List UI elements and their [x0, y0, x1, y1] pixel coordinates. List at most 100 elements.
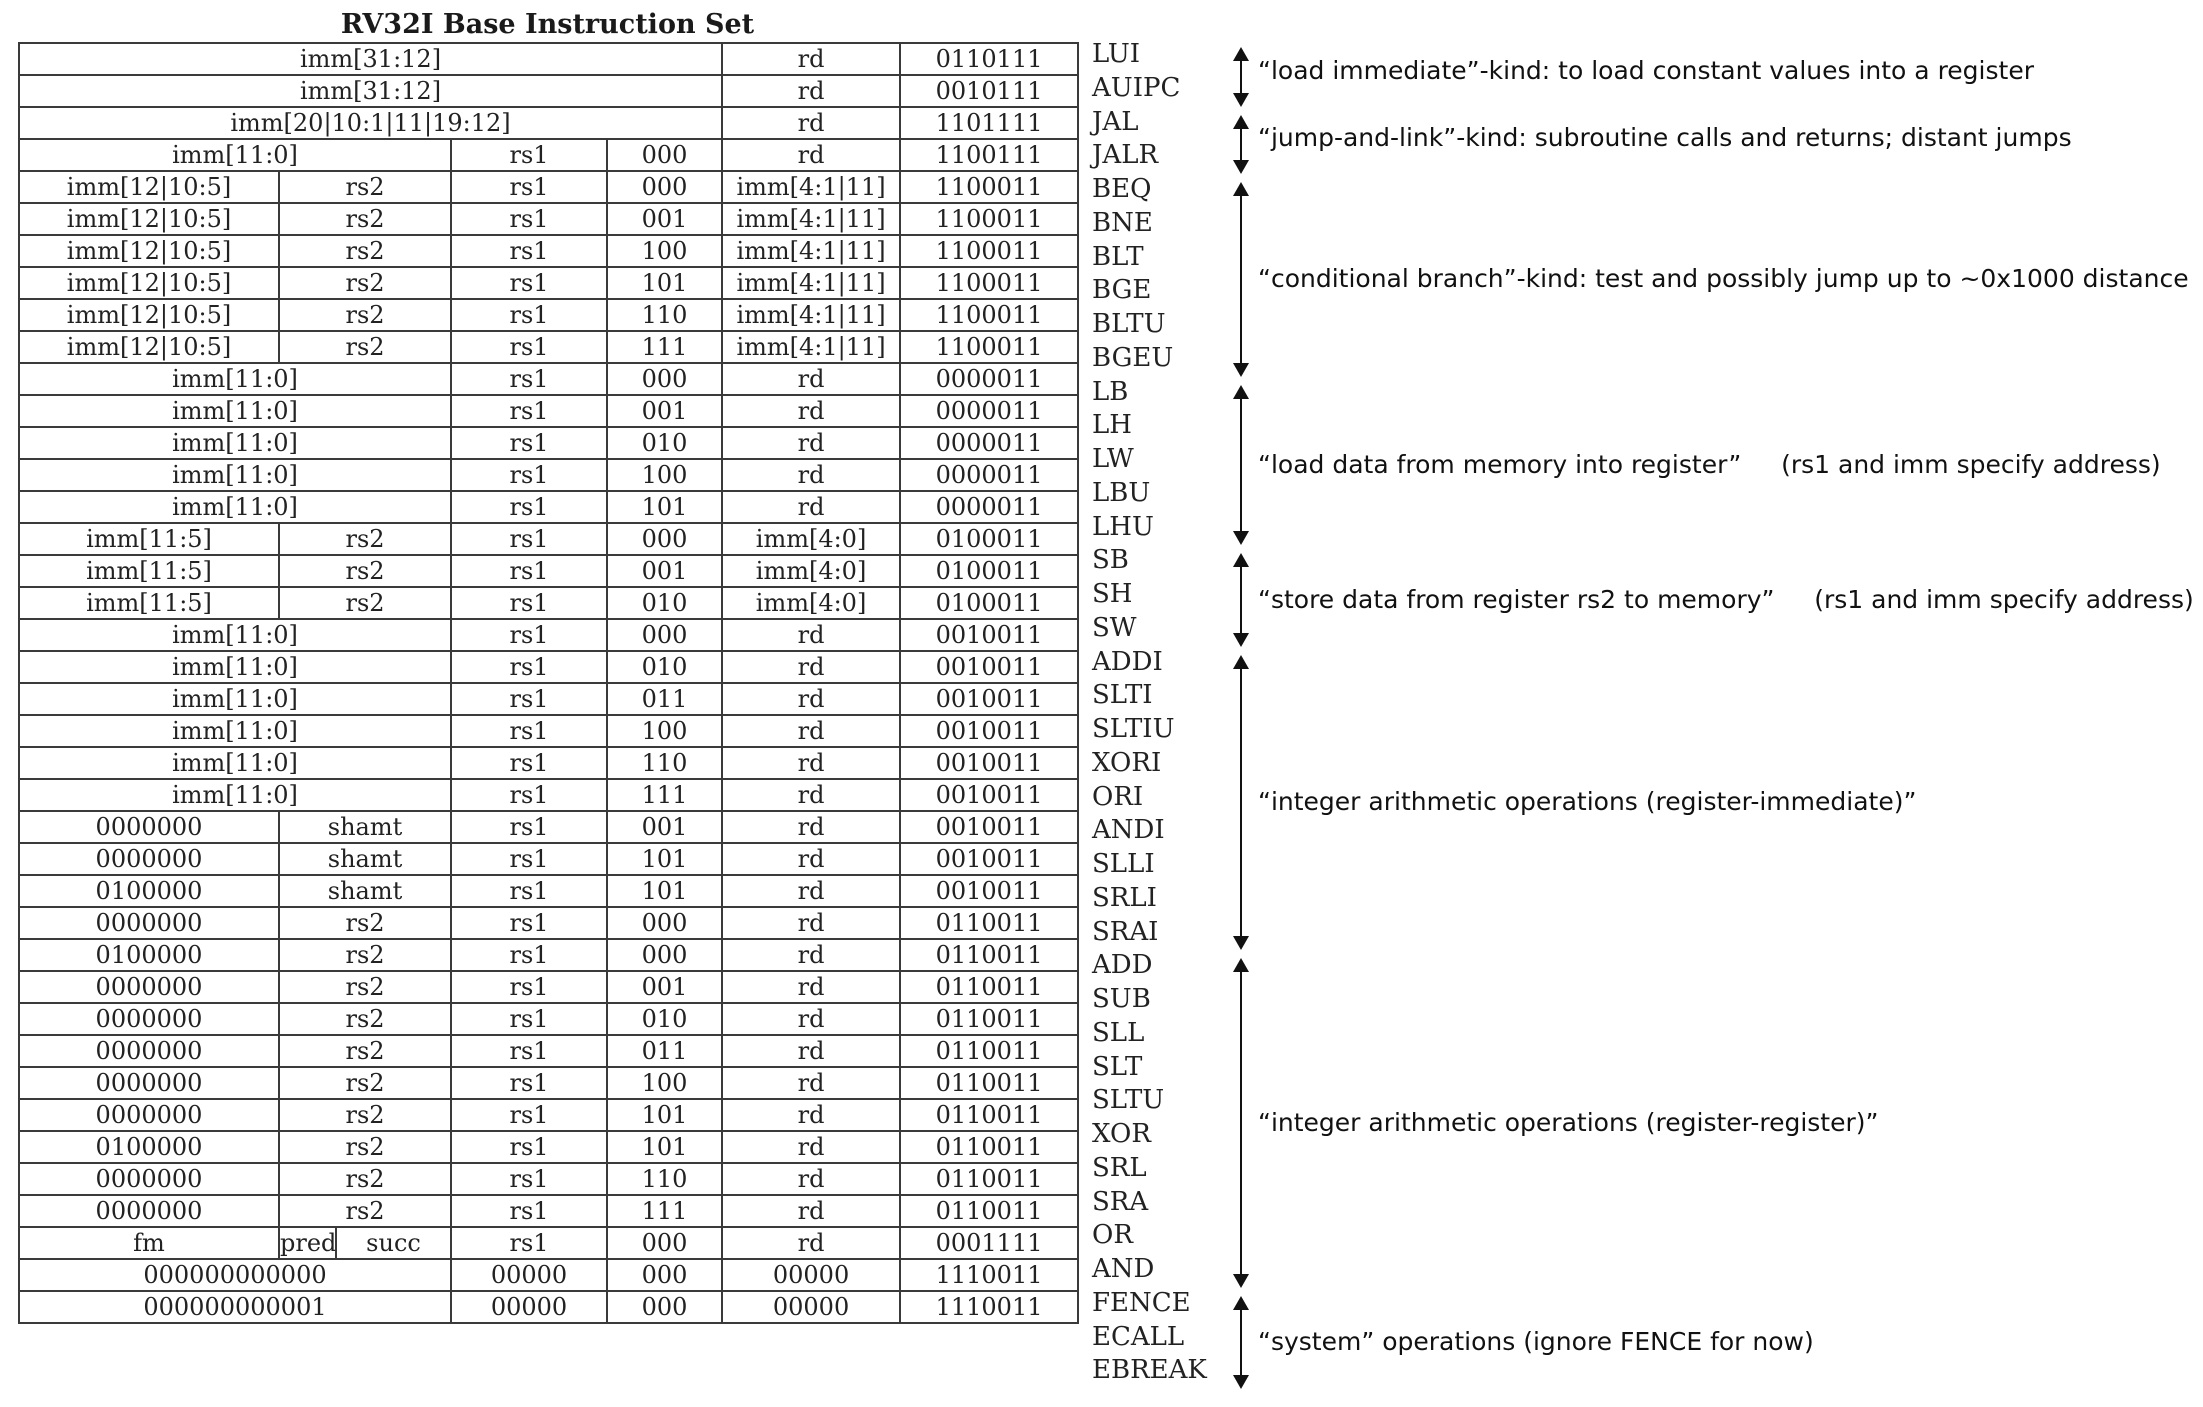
encoding-field: rd — [721, 1034, 902, 1068]
group-description: “store data from register rs2 to memory”… — [1258, 584, 2194, 614]
table-row: imm[11:5] rs2 rs1 000 imm[4:0] 0100011 — [18, 522, 1080, 556]
encoding-field: imm[12|10:5] — [18, 202, 280, 236]
encoding-field: 001 — [605, 810, 724, 844]
mnemonic-label: FENCE — [1092, 1287, 1191, 1318]
encoding-field: 0110011 — [899, 1194, 1080, 1228]
encoding-field: imm[4:0] — [721, 586, 902, 620]
encoding-field: 0000000 — [18, 970, 280, 1004]
instruction-table: imm[31:12] rd 0110111 imm[31:12] rd 0010111 im… — [17, 42, 1080, 1324]
encoding-field: 0000011 — [899, 394, 1080, 428]
encoding-field: 010 — [605, 1002, 724, 1036]
encoding-field: rs2 — [278, 1130, 452, 1164]
mnemonic-label: ADD — [1092, 950, 1153, 981]
encoding-field: 0010011 — [899, 650, 1080, 684]
encoding-field: rd — [721, 970, 902, 1004]
encoding-field: rd — [721, 490, 902, 524]
encoding-field: rd — [721, 74, 902, 108]
mnemonic-label: SLTU — [1092, 1085, 1165, 1116]
encoding-field: rs1 — [450, 1066, 608, 1100]
encoding-field: 0110011 — [899, 1098, 1080, 1132]
table-title: RV32I Base Instruction Set — [340, 9, 755, 40]
encoding-field: 111 — [605, 1194, 724, 1228]
encoding-field: 0110011 — [899, 906, 1080, 940]
encoding-field: rs2 — [278, 234, 452, 268]
mnemonic-label: SUB — [1092, 984, 1151, 1014]
encoding-field: rs1 — [450, 650, 608, 684]
table-row: imm[31:12] rd 0110111 — [17, 42, 1080, 76]
encoding-field: rs2 — [278, 1034, 452, 1068]
encoding-field: 000 — [605, 170, 724, 204]
encoding-field: 0100011 — [899, 586, 1080, 620]
encoding-field: 001 — [605, 394, 724, 428]
encoding-field: rs2 — [278, 1002, 452, 1036]
encoding-field: rd — [721, 458, 902, 492]
encoding-field: rs1 — [450, 298, 608, 332]
double-arrow-icon — [1233, 384, 1249, 546]
table-row: imm[31:12] rd 0010111 — [17, 74, 1080, 108]
encoding-field: 000 — [605, 362, 724, 396]
encoding-field: 1100011 — [899, 266, 1080, 300]
table-row: imm[12|10:5] rs2 rs1 000 imm[4:1|11] 1100011 — [18, 170, 1080, 204]
double-arrow-icon — [1233, 1295, 1249, 1389]
encoding-field: 1100011 — [899, 202, 1080, 236]
encoding-field: rs1 — [450, 682, 608, 716]
encoding-field: rd — [721, 1130, 902, 1164]
encoding-field: 011 — [605, 682, 724, 716]
encoding-field: 101 — [605, 842, 724, 876]
mnemonic-label: AUIPC — [1092, 72, 1181, 103]
mnemonic-label: ECALL — [1092, 1321, 1185, 1352]
encoding-field: 1100011 — [899, 234, 1080, 268]
encoding-field: rs1 — [450, 330, 608, 364]
encoding-field: 100 — [605, 1066, 724, 1100]
encoding-field: 100 — [605, 458, 724, 492]
table-row: imm[12|10:5] rs2 rs1 111 imm[4:1|11] 1100011 — [18, 330, 1080, 364]
mnemonic-label: SLL — [1092, 1017, 1145, 1048]
encoding-field: rs1 — [450, 1130, 608, 1164]
encoding-field: rd — [721, 1194, 902, 1228]
encoding-field: 0100011 — [899, 522, 1080, 556]
encoding-field: 000000000000 — [18, 1258, 452, 1292]
double-arrow-icon — [1233, 553, 1249, 647]
encoding-field: rs2 — [278, 330, 452, 364]
encoding-field: 0110011 — [899, 1162, 1080, 1196]
mnemonic-label: LBU — [1092, 477, 1151, 508]
mnemonic-label: BGEU — [1092, 342, 1174, 373]
encoding-field: 000 — [605, 522, 724, 556]
encoding-field: rs1 — [450, 202, 608, 236]
encoding-field: shamt — [278, 842, 452, 876]
mnemonic-label: LW — [1092, 444, 1134, 474]
encoding-field: rs1 — [450, 234, 608, 268]
encoding-field: 0100000 — [18, 1130, 280, 1164]
encoding-field: 0010011 — [899, 842, 1080, 876]
encoding-field: shamt — [278, 810, 452, 844]
encoding-field: imm[4:1|11] — [721, 266, 902, 300]
mnemonic-label: SRL — [1092, 1152, 1147, 1183]
encoding-field: rd — [721, 874, 902, 908]
encoding-field: 0010011 — [899, 714, 1080, 748]
encoding-field: 010 — [605, 650, 724, 684]
encoding-field: 001 — [605, 202, 724, 236]
encoding-field: rs1 — [450, 970, 608, 1004]
encoding-field: 1110011 — [899, 1290, 1080, 1324]
group-description: “integer arithmetic operations (register… — [1258, 787, 1917, 817]
encoding-field: rs1 — [450, 458, 608, 492]
table-row: imm[12|10:5] rs2 rs1 101 imm[4:1|11] 1100011 — [18, 266, 1080, 300]
encoding-field: rs1 — [450, 394, 608, 428]
encoding-field: imm[12|10:5] — [18, 170, 280, 204]
encoding-field: rs1 — [450, 1034, 608, 1068]
encoding-field: 101 — [605, 874, 724, 908]
encoding-field: rd — [721, 682, 902, 716]
encoding-field: imm[4:1|11] — [721, 330, 902, 364]
encoding-field: imm[11:0] — [18, 682, 452, 716]
encoding-field: imm[20|10:1|11|19:12] — [17, 106, 724, 140]
encoding-field: imm[11:0] — [18, 138, 452, 172]
encoding-field: 0000011 — [899, 426, 1080, 460]
encoding-field: rs1 — [450, 170, 608, 204]
